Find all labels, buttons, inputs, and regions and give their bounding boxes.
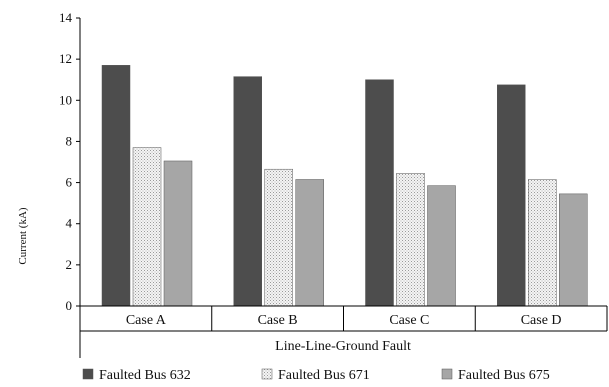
y-tick-label: 12 [59,51,72,66]
y-tick-label: 6 [66,175,73,190]
legend-swatch [82,368,94,380]
bar [101,65,131,307]
y-tick-label: 14 [59,10,73,25]
x-axis-label: Line-Line-Ground Fault [275,339,411,354]
x-categories: Case A Case B Case C Case D [126,306,608,331]
bar [163,160,193,307]
x-category-label: Case A [126,313,167,328]
x-category-label: Case C [389,313,429,328]
bar [528,179,557,307]
x-category-label: Case D [521,313,562,328]
legend-label: Faulted Bus 632 [99,368,191,383]
y-ticks: 0 2 4 6 8 10 12 14 [59,10,80,313]
bar [295,179,324,307]
legend-swatch [261,368,273,380]
bar [396,173,425,307]
legend-label: Faulted Bus 675 [458,368,550,383]
bar [427,185,456,307]
y-tick-label: 8 [66,133,73,148]
y-tick-label: 4 [66,216,73,231]
legend-label: Faulted Bus 671 [278,368,370,383]
y-tick-label: 0 [66,298,73,313]
y-axis-label: Current (kA) [17,207,29,264]
y-tick-label: 10 [59,92,72,107]
x-category-label: Case B [258,313,298,328]
bar [132,147,162,307]
legend: Faulted Bus 632 Faulted Bus 671 Faulted Bu… [82,368,550,383]
bar [559,193,588,307]
y-tick-label: 2 [66,257,73,272]
legend-swatch [441,368,453,380]
bar [264,168,293,307]
bars-layer [101,65,588,307]
bar [233,76,262,307]
bar [365,79,394,307]
bar [497,84,526,307]
